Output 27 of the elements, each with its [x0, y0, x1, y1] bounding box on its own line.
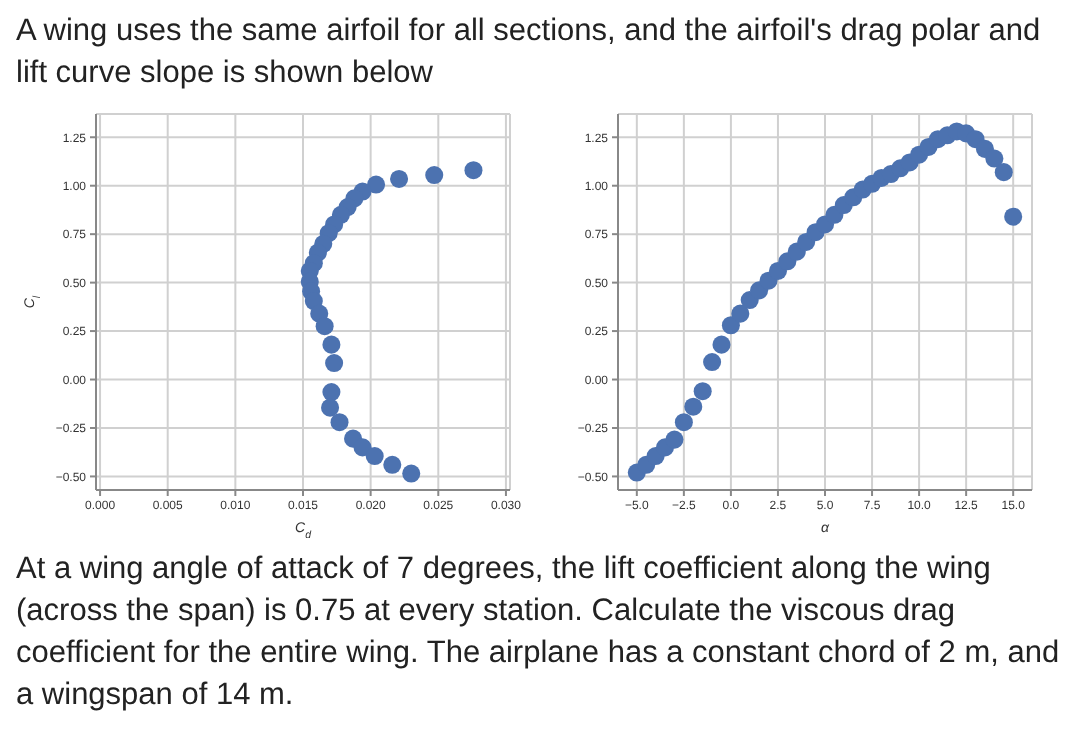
point [383, 455, 402, 474]
point [731, 304, 750, 323]
point [425, 166, 444, 185]
point [464, 161, 483, 180]
point [353, 438, 372, 457]
point [315, 317, 334, 336]
point [712, 335, 731, 354]
point [322, 335, 341, 354]
point [367, 175, 386, 194]
point [402, 464, 421, 483]
point [684, 397, 703, 416]
chart-title: A wing uses the same airfoil for all sections, and the airfoil's drag polar and lift curve slope is shown below [16, 12, 1043, 94]
point [665, 430, 684, 449]
point [321, 398, 340, 417]
point [330, 413, 349, 432]
point [985, 149, 1004, 168]
point [721, 316, 740, 335]
point [1004, 207, 1023, 226]
point [693, 382, 712, 401]
point [994, 163, 1013, 182]
text: At a wing angle of attack of 7 degrees, the lift coefficient along the wing (across the span) is 0.75 at every station. Calculate the viscous drag coefficient for the entire wing. The airplane has a constant chord of 2 m, and a wingspan of 14 m. [16, 550, 1060, 716]
point [674, 413, 693, 432]
point [322, 383, 341, 402]
point [390, 169, 409, 188]
point [325, 354, 344, 373]
point [703, 353, 722, 372]
point [365, 447, 384, 466]
